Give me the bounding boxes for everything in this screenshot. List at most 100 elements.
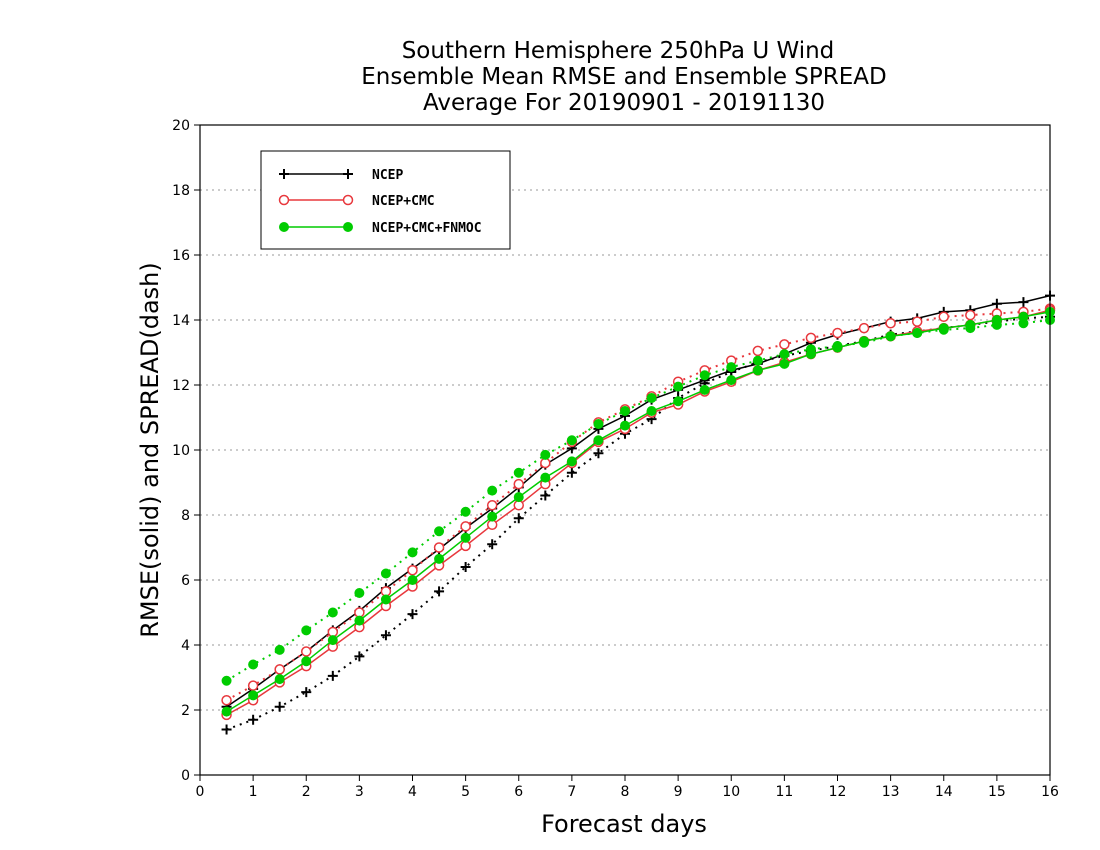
series-ncep-cmc-fnmoc-spread-point: [221, 675, 232, 686]
series-ncep-cmc-spread-point: [779, 339, 790, 350]
y-tick-label: 10: [172, 443, 190, 459]
legend-label-ncep-cmc-fnmoc: NCEP+CMC+FNMOC: [372, 221, 482, 236]
series-ncep-cmc-fnmoc-rmse-point: [991, 315, 1002, 325]
series-ncep-cmc-fnmoc-rmse-point: [460, 532, 471, 543]
series-ncep-cmc-fnmoc-spread-point: [646, 393, 657, 403]
legend-marker-ncep-cmc-fnmoc: [279, 222, 289, 232]
legend-label-ncep-cmc: NCEP+CMC: [372, 194, 435, 209]
y-tick-label: 18: [172, 183, 190, 199]
series-ncep-cmc-spread-point: [221, 695, 232, 706]
series-ncep-cmc-fnmoc-rmse-point: [673, 396, 684, 407]
series-ncep-cmc-fnmoc-rmse-point: [407, 575, 418, 585]
x-tick-label: 10: [722, 784, 740, 800]
x-tick-label: 1: [249, 784, 258, 800]
y-tick-label: 14: [172, 313, 190, 329]
y-tick-label: 0: [181, 768, 190, 784]
series-ncep-spread-point: [354, 651, 365, 662]
series-ncep-cmc-fnmoc-rmse-point: [885, 331, 896, 342]
series-ncep-cmc-fnmoc-spread-point: [301, 625, 312, 636]
series-ncep-cmc-fnmoc-rmse-point: [248, 690, 259, 701]
series-ncep-cmc-fnmoc-rmse-point: [301, 656, 312, 667]
x-tick-label: 3: [355, 784, 364, 800]
y-tick-label: 4: [181, 638, 190, 654]
series-ncep-cmc-fnmoc-spread-point: [407, 547, 418, 558]
y-tick-label: 6: [181, 573, 190, 589]
series-ncep-cmc-spread-point: [805, 332, 817, 344]
series-ncep-cmc-fnmoc-spread-point: [460, 506, 471, 517]
x-tick-label: 6: [514, 784, 523, 800]
series-ncep-cmc-fnmoc-rmse-point: [726, 375, 737, 386]
series-ncep-cmc-fnmoc-rmse-point: [593, 435, 604, 446]
legend-marker-ncep-cmc-fnmoc: [343, 222, 353, 232]
series-ncep-cmc-spread-point: [513, 478, 524, 490]
series-ncep-cmc-fnmoc-rmse-point: [513, 492, 524, 503]
series-ncep-spread-point: [566, 467, 577, 478]
series-ncep-cmc-spread-point: [938, 311, 949, 322]
series-ncep-cmc-spread-point: [965, 309, 976, 321]
series-ncep-cmc-fnmoc-rmse-point: [540, 472, 551, 483]
series-ncep-spread-point: [380, 630, 391, 641]
chart-title-line-2: Ensemble Mean RMSE and Ensemble SPREAD: [361, 64, 886, 90]
series-ncep-cmc-spread-point: [274, 664, 285, 675]
y-tick-label: 16: [172, 248, 190, 264]
series-ncep-cmc-fnmoc-rmse-point: [832, 342, 843, 353]
x-tick-label: 7: [567, 784, 576, 800]
series-ncep-cmc-fnmoc-spread-point: [699, 370, 710, 381]
series-ncep-spread-point: [248, 714, 259, 725]
series-ncep-cmc-fnmoc-spread-point: [726, 362, 737, 373]
series-ncep-cmc-fnmoc-spread-point: [566, 435, 577, 446]
x-tick-label: 14: [935, 784, 953, 800]
x-tick-label: 15: [988, 784, 1006, 800]
series-ncep-cmc-fnmoc-spread-point: [779, 349, 790, 360]
series-ncep-cmc-fnmoc-rmse-point: [912, 328, 923, 338]
series-ncep-cmc-fnmoc-rmse-point: [1018, 311, 1029, 322]
series-ncep-cmc-fnmoc-spread-point: [380, 568, 391, 579]
x-tick-label: 13: [882, 784, 900, 800]
series-ncep-cmc-fnmoc-spread-point: [620, 406, 630, 416]
plot-frame: [199, 124, 1051, 776]
y-tick-label: 8: [181, 508, 190, 524]
series-ncep-cmc-fnmoc-spread-point: [673, 381, 684, 392]
series-ncep-cmc-spread-point: [433, 542, 445, 553]
series-ncep-spread-point: [513, 513, 524, 524]
series-ncep-cmc-fnmoc-spread-point: [593, 419, 604, 429]
x-tick-label: 8: [621, 784, 630, 800]
x-tick-label: 5: [461, 784, 470, 800]
legend-marker-ncep-cmc: [278, 194, 290, 206]
series-ncep-cmc-fnmoc-rmse-point: [699, 384, 710, 395]
series-ncep-cmc-spread-point: [247, 680, 259, 691]
x-axis-title: Forecast days: [541, 810, 707, 838]
series-ncep-cmc-fnmoc-rmse-point: [938, 323, 949, 334]
legend: NCEP NCEP+CMC NCEP+CMC+FNMOC: [260, 150, 511, 250]
series-ncep-cmc-spread-point: [486, 500, 498, 511]
series-ncep-cmc-fnmoc-rmse-point: [752, 365, 763, 376]
chart-title-line-3: Average For 20190901 - 20191130: [423, 90, 825, 116]
x-tick-label: 0: [196, 784, 205, 800]
series-ncep-cmc-fnmoc-rmse-point: [566, 456, 577, 467]
series-ncep-cmc-fnmoc-spread-point: [487, 485, 498, 496]
series-ncep-cmc-fnmoc-rmse-point: [274, 674, 285, 685]
series-ncep-cmc-fnmoc-rmse-point: [487, 511, 498, 522]
series-ncep-cmc-spread-point: [858, 322, 870, 334]
chart-title-line-1: Southern Hemisphere 250hPa U Wind: [402, 38, 835, 64]
series-ncep-cmc-fnmoc-rmse-point: [221, 706, 232, 717]
series-ncep-cmc-fnmoc-rmse-point: [434, 553, 445, 564]
x-tick-label: 9: [674, 784, 683, 800]
series-ncep-cmc-fnmoc-rmse-point: [646, 406, 657, 416]
series-ncep-rmse-point: [1018, 297, 1029, 308]
legend-entries: [278, 169, 354, 232]
series-ncep-cmc-spread-point: [911, 316, 923, 327]
series-ncep-cmc-fnmoc-rmse-point: [327, 635, 338, 646]
y-tick-label: 20: [172, 118, 190, 134]
series-ncep-cmc-fnmoc-rmse-point: [380, 594, 391, 605]
y-tick-label: 12: [172, 378, 190, 394]
legend-marker-ncep: [343, 169, 353, 179]
series-ncep-cmc-fnmoc-rmse-point: [805, 349, 816, 360]
series-ncep-cmc-fnmoc-rmse-point: [965, 319, 976, 330]
series-ncep-cmc-fnmoc-spread-point: [327, 607, 338, 618]
series-ncep-cmc-fnmoc-rmse-point: [859, 336, 870, 347]
legend-label-ncep: NCEP: [372, 168, 403, 183]
